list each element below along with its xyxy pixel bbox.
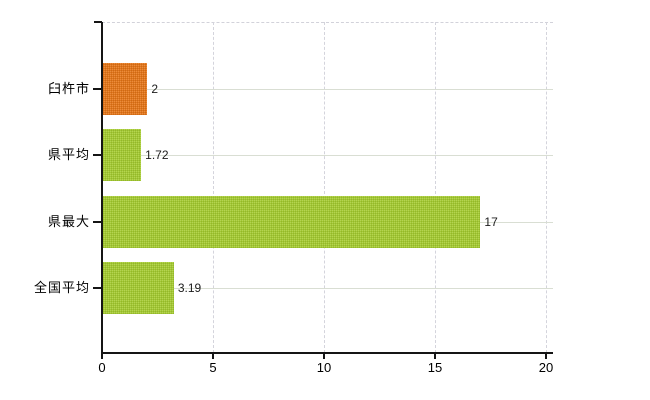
x-tick-label: 20 [538, 360, 554, 375]
value-label: 2 [151, 82, 159, 96]
bar-全国平均[interactable] [103, 261, 174, 314]
x-gridline [213, 22, 214, 353]
category-label: 県平均 [47, 147, 90, 163]
x-axis-tick [323, 353, 325, 359]
category-gridline [102, 155, 553, 157]
category-label: 臼杵市 [47, 81, 90, 96]
x-tick-label: 5 [209, 360, 217, 375]
bar-臼杵市[interactable] [103, 63, 148, 115]
category-gridline [102, 287, 553, 289]
x-gridline [435, 22, 436, 353]
x-gridline [324, 22, 325, 353]
category-label: 県最大 [47, 213, 90, 229]
value-label: 3.19 [177, 280, 202, 295]
x-tick-label: 15 [427, 360, 443, 375]
y-axis-tick [93, 220, 102, 223]
x-tick-label: 10 [316, 360, 332, 375]
plot-top-border [102, 22, 553, 23]
x-axis-tick [212, 353, 214, 359]
y-axis-top-tick [94, 21, 102, 23]
x-axis-line [101, 352, 553, 354]
x-axis-tick [101, 353, 103, 359]
y-axis-tick [93, 286, 102, 289]
y-axis-line [101, 22, 103, 354]
value-label: 1.72 [145, 148, 169, 163]
category-gridline [102, 89, 553, 90]
x-tick-label: 0 [98, 360, 106, 375]
x-gridline [546, 22, 547, 353]
value-label: 17 [484, 214, 498, 229]
x-axis-tick [545, 353, 547, 359]
x-axis-tick [434, 353, 436, 359]
y-axis-tick [93, 154, 102, 157]
bar-県最大[interactable] [103, 195, 481, 248]
category-label: 全国平均 [33, 279, 90, 295]
y-axis-tick [93, 88, 102, 90]
bar-県平均[interactable] [103, 129, 142, 182]
